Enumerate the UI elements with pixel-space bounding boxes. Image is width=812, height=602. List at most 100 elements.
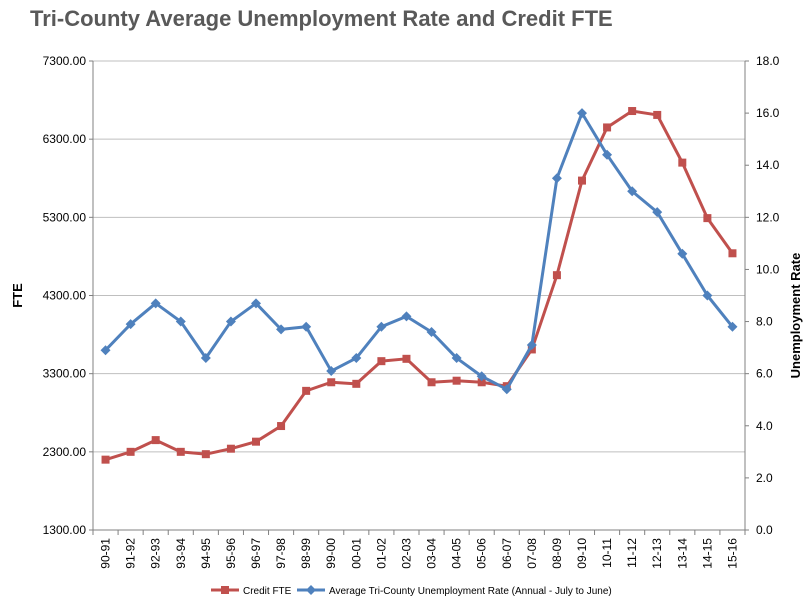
x-tick-label: 01-02 (374, 538, 388, 569)
series-line (104, 111, 734, 391)
data-point-square (402, 354, 411, 363)
data-point-square (703, 214, 712, 223)
data-point-diamond (677, 248, 688, 259)
legend-label: Credit FTE (243, 586, 292, 597)
x-tick-label: 15-16 (725, 538, 739, 569)
y-right-tick-label: 2.0 (756, 471, 773, 485)
x-tick-label: 11-12 (625, 538, 639, 568)
legend-marker-diamond (306, 585, 316, 595)
data-point-square (327, 378, 336, 387)
y-right-tick-label: 14.0 (756, 158, 780, 172)
x-tick-label: 05-06 (475, 538, 489, 569)
y-left-tick-label: 7300.00 (43, 54, 87, 68)
data-point-diamond (476, 371, 487, 382)
y-left-tick-label: 6300.00 (43, 132, 87, 146)
x-tick-label: 91-92 (124, 538, 138, 569)
data-point-square (728, 249, 737, 258)
data-point-square (678, 158, 687, 167)
data-point-diamond (426, 326, 437, 337)
data-point-square (653, 110, 662, 119)
data-point-square (603, 123, 612, 132)
data-point-diamond (175, 316, 186, 327)
chart-title: Tri-County Average Unemployment Rate and… (30, 6, 613, 31)
y-left-tick-label: 3300.00 (43, 367, 87, 381)
data-point-square (176, 447, 185, 456)
x-tick-label: 90-91 (99, 538, 113, 569)
data-point-diamond (200, 353, 211, 364)
x-tick-label: 98-99 (299, 538, 313, 569)
data-point-diamond (100, 345, 111, 356)
x-tick-label: 06-07 (500, 538, 514, 569)
x-tick-label: 09-10 (575, 538, 589, 569)
data-point-diamond (376, 321, 387, 332)
x-tick-label: 00-01 (349, 538, 363, 569)
data-point-diamond (351, 353, 362, 364)
data-point-diamond (276, 324, 287, 335)
y-right-tick-label: 16.0 (756, 106, 780, 120)
data-point-diamond (326, 366, 337, 377)
x-tick-label: 03-04 (425, 538, 439, 569)
data-point-diamond (551, 173, 562, 184)
x-tick-label: 02-03 (399, 538, 413, 569)
data-point-square (277, 422, 286, 431)
data-point-diamond (301, 321, 312, 332)
data-point-diamond (652, 207, 663, 218)
y-right-tick-label: 18.0 (756, 54, 780, 68)
y-left-tick-label: 4300.00 (43, 289, 87, 303)
data-point-square (552, 271, 561, 280)
data-point-square (452, 376, 461, 385)
x-tick-label: 93-94 (174, 538, 188, 569)
data-point-square (101, 455, 110, 464)
data-point-square (252, 437, 260, 446)
x-tick-label: 95-96 (224, 538, 238, 569)
series-line (105, 109, 734, 462)
y-right-tick-label: 10.0 (756, 262, 780, 276)
x-tick-label: 96-97 (249, 538, 263, 569)
data-point-square (302, 386, 311, 395)
data-point-diamond (727, 321, 738, 332)
x-tick-label: 14-15 (700, 538, 714, 569)
y-right-tick-label: 12.0 (756, 210, 780, 224)
x-tick-label: 13-14 (675, 538, 689, 569)
data-point-diamond (627, 186, 638, 197)
legend-marker-square (221, 586, 229, 594)
x-tick-label: 08-09 (550, 538, 564, 569)
data-point-diamond (602, 149, 613, 160)
data-point-diamond (577, 108, 587, 119)
data-point-square (126, 447, 135, 456)
y-left-axis-title: FTE (10, 283, 25, 308)
data-point-diamond (702, 290, 713, 301)
x-tick-label: 10-11 (600, 538, 614, 568)
y-left-tick-label: 5300.00 (43, 210, 87, 224)
data-point-diamond (451, 353, 462, 364)
data-point-square (578, 176, 586, 185)
x-tick-label: 04-05 (450, 538, 464, 569)
data-point-diamond (125, 319, 136, 330)
x-tick-label: 99-00 (324, 538, 338, 569)
legend-label: Average Tri-County Unemployment Rate (An… (329, 586, 612, 597)
x-tick-label: 94-95 (199, 538, 213, 569)
y-left-tick-label: 2300.00 (43, 445, 87, 459)
data-point-square (427, 378, 436, 387)
data-point-diamond (225, 316, 236, 327)
x-tick-label: 97-98 (274, 538, 288, 569)
y-right-tick-label: 0.0 (756, 523, 773, 537)
data-point-diamond (526, 340, 537, 351)
x-tick-label: 12-13 (650, 538, 664, 569)
data-point-square (201, 450, 210, 459)
data-point-square (151, 436, 160, 445)
x-tick-label: 92-93 (149, 538, 163, 569)
data-point-square (477, 378, 486, 387)
y-left-tick-label: 1300.00 (43, 523, 87, 537)
data-point-diamond (401, 311, 412, 322)
y-right-tick-label: 4.0 (756, 419, 773, 433)
data-point-square (628, 107, 637, 116)
y-right-tick-label: 8.0 (756, 315, 773, 329)
data-point-diamond (150, 298, 161, 309)
x-tick-label: 07-08 (525, 538, 539, 569)
data-point-square (377, 357, 386, 366)
data-point-square (352, 379, 361, 388)
y-right-axis-title: Unemployment Rate (788, 253, 803, 379)
